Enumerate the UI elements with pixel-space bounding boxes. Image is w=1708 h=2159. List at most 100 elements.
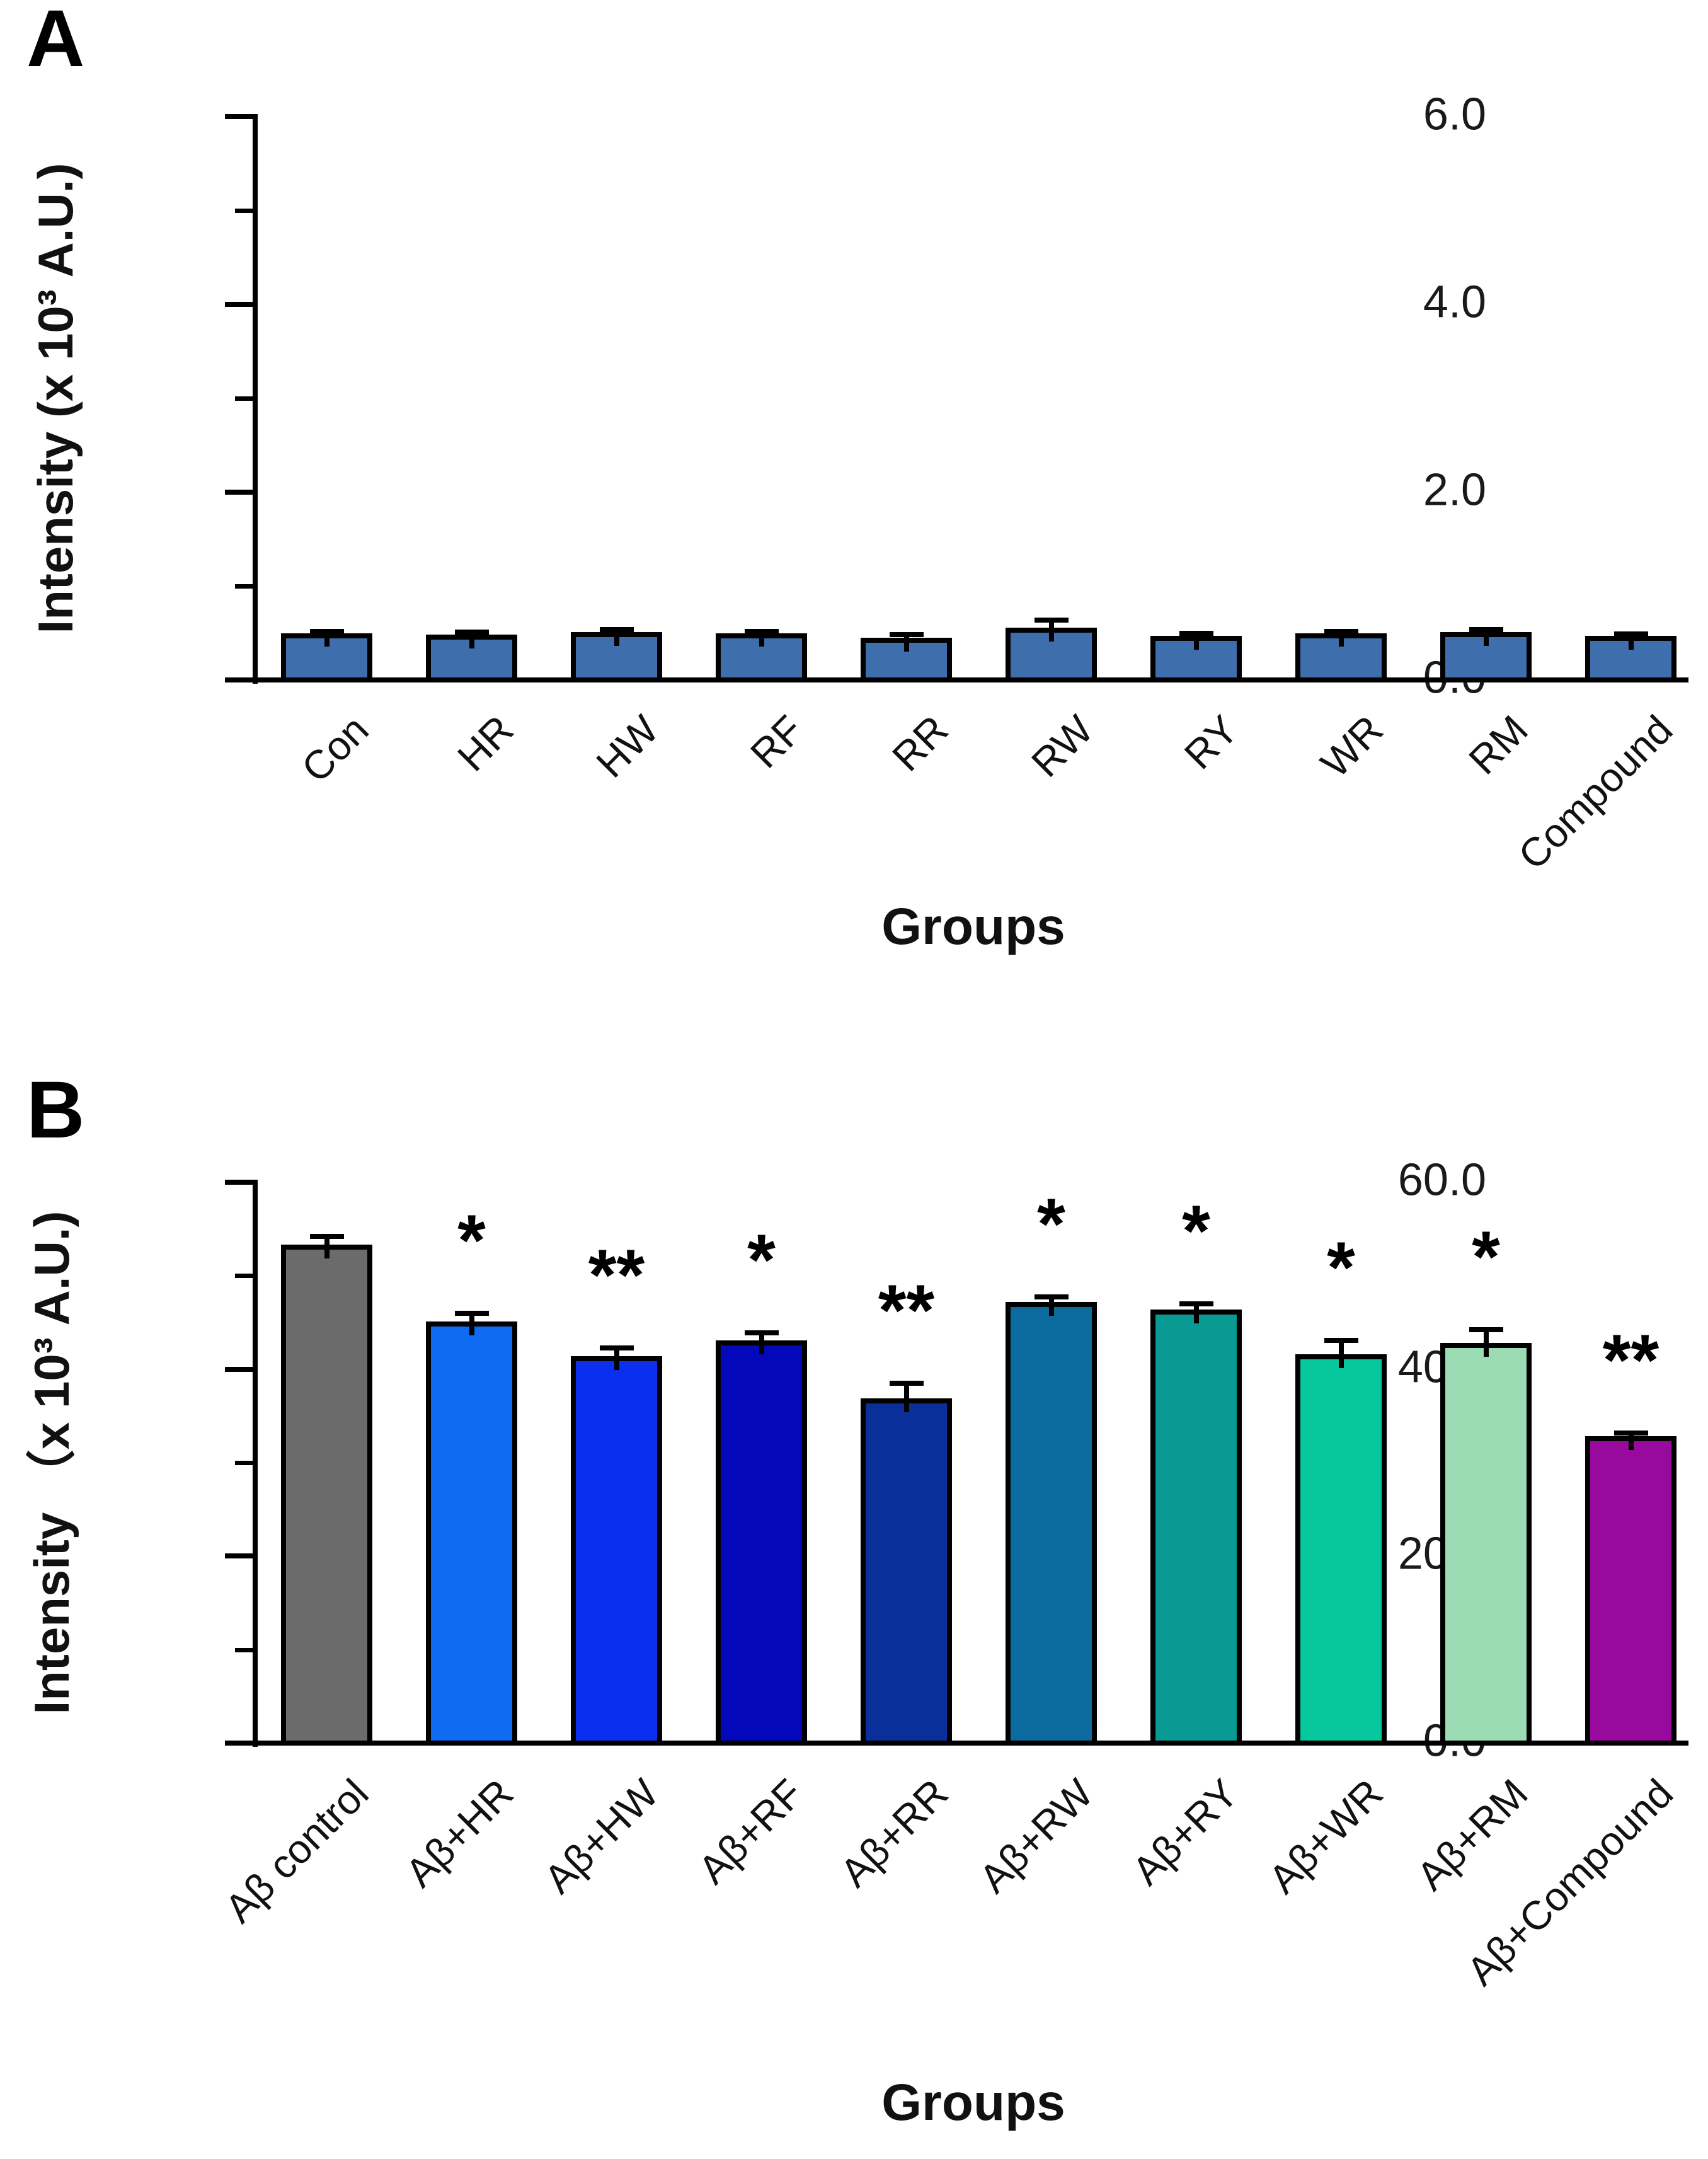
error-bar-stem [1483,1330,1489,1357]
y-tick-label: 60.0 [1397,1154,1486,1206]
error-bar-cap [889,1380,924,1386]
x-tick-label: Aβ+RM [1407,1770,1537,1899]
significance-marker: ** [1602,1320,1659,1401]
x-axis-line [253,1741,1688,1746]
x-axis-line [253,677,1688,682]
error-bar-stem [1338,1340,1344,1368]
y-axis-major-tick [225,1553,253,1559]
error-bar-cap [1613,631,1648,636]
significance-marker: ** [588,1235,645,1316]
error-bar-cap [744,628,779,634]
x-tick-label: Con [292,706,377,792]
bar [1295,1354,1387,1746]
x-tick-label: Aβ+RY [1123,1770,1247,1894]
y-axis-minor-tick [235,1274,253,1279]
error-bar-cap [1469,626,1503,632]
x-tick-label: Aβ+RW [970,1770,1102,1902]
x-tick-label: RW [1023,706,1102,786]
error-bar-stem [759,631,764,647]
error-bar-stem [1193,1303,1199,1323]
error-bar-cap [1613,1430,1648,1436]
y-axis-minor-tick [235,1461,253,1465]
error-bar-stem [614,629,619,646]
error-bar-stem [1048,619,1054,642]
error-bar-cap [599,1345,634,1350]
x-tick-label: RM [1460,706,1537,783]
panel-b-y-axis-title: Intensity （x 10³ A.U.) [24,1211,79,1715]
x-tick-label: RR [883,706,957,780]
y-axis-minor-tick [235,1647,253,1652]
bar [1585,1436,1676,1746]
x-tick-label: HW [587,706,667,786]
bar [1006,627,1097,682]
x-tick-label: Aβ+HR [396,1770,522,1896]
significance-marker: * [1472,1217,1500,1298]
x-tick-label: HR [449,706,522,780]
y-tick-label: 4.0 [1423,277,1486,328]
x-tick-label: Aβ+RR [831,1770,957,1896]
x-tick-label: Aβ+RF [689,1770,812,1893]
error-bar-cap [1034,617,1069,623]
bar [426,1321,517,1746]
error-bar-cap [889,632,924,638]
x-tick-label: WR [1312,706,1392,786]
significance-marker: * [457,1200,486,1281]
x-tick-label: Aβ+WR [1259,1770,1392,1903]
y-axis-major-tick [225,1741,253,1746]
error-bar-stem [759,1332,764,1354]
error-bar-cap [1324,628,1358,634]
y-axis-major-tick [225,1366,253,1372]
bar [861,1398,952,1746]
x-tick-label: Aβ control [216,1770,377,1932]
error-bar-cap [1179,1301,1213,1306]
bar [1150,1309,1242,1746]
x-tick-label: Compound [1510,706,1682,878]
error-bar-stem [1193,633,1199,650]
y-tick-label: 6.0 [1423,89,1486,140]
x-tick-label: Aβ+HW [535,1770,667,1903]
error-bar-cap [454,630,489,635]
y-axis-major-tick [225,490,253,495]
significance-marker: ** [878,1270,935,1351]
error-bar-cap [309,628,344,634]
error-bar-cap [1469,1327,1503,1333]
error-bar-cap [1324,1337,1358,1343]
bar [716,1340,807,1746]
error-bar-stem [324,631,330,647]
error-bar-cap [599,626,634,632]
error-bar-cap [454,1310,489,1316]
panel-b-letter: B [26,1065,85,1155]
y-axis-line [253,114,258,684]
error-bar-stem [469,1313,474,1335]
error-bar-stem [1483,629,1489,646]
significance-marker: * [1327,1227,1355,1308]
x-tick-label: RF [742,706,812,777]
y-axis-minor-tick [235,396,253,401]
error-bar-stem [614,1347,619,1370]
y-axis-major-tick [225,302,253,307]
panel-a-y-axis-title: Intensity (x 10³ A.U.) [28,163,83,634]
y-axis-major-tick [225,114,253,119]
error-bar-stem [903,635,909,652]
error-bar-cap [1179,630,1213,636]
significance-marker: * [747,1219,776,1301]
error-bar-stem [1338,631,1344,647]
y-axis-minor-tick [235,209,253,213]
bar [1440,1343,1532,1746]
y-tick-label: 2.0 [1423,464,1486,515]
error-bar-stem [1048,1297,1054,1316]
bar [281,1245,372,1746]
error-bar-stem [324,1236,330,1259]
y-axis-line [253,1180,258,1747]
bar [571,1356,662,1746]
y-axis-minor-tick [235,584,253,589]
error-bar-cap [744,1330,779,1335]
panel-a-letter: A [26,0,85,84]
panel-b-x-axis-title: Groups [881,2074,1065,2131]
significance-marker: * [1182,1190,1210,1272]
error-bar-cap [1034,1294,1069,1300]
y-axis-major-tick [225,677,253,682]
y-axis-major-tick [225,1180,253,1185]
error-bar-stem [1628,633,1634,650]
